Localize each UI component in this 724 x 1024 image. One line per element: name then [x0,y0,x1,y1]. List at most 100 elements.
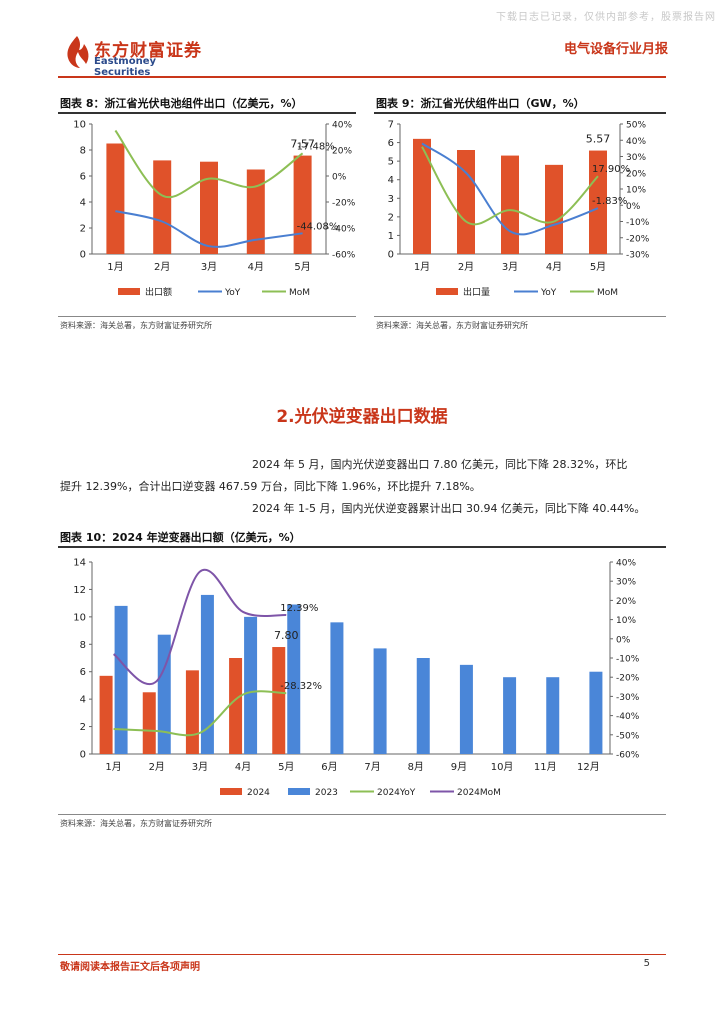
section-paragraph-2: 提升 12.39%，合计出口逆变器 467.59 万台，同比下降 1.96%，环… [60,480,481,493]
y-tick-label-right: -20% [616,674,640,684]
y-tick-label-left: 6 [80,667,86,678]
figure-8-chart: 0 2 4 6 8 10 -60% -40% -20% 0% 20% 40% 1月 2月 3月 4月 5月 7.5… [73,120,356,299]
y-tick-label-left: 3 [388,194,394,205]
bar-2023 [200,594,214,754]
watermark-text: 下载日志已记录，仅供内部参考，股票报告网 [496,12,716,23]
x-tick-label: 9月 [451,761,467,773]
data-label: 12.39% [280,603,318,614]
y-tick-label-left: 0 [388,250,394,261]
x-tick-label: 4月 [235,761,251,773]
y-tick-label-left: 2 [388,212,394,223]
footer-disclaimer: 敬请阅读本报告正文后各项声明 [60,962,200,973]
x-tick-label: 5月 [590,261,606,273]
data-label: 7.57 [290,138,315,151]
figure-10-title: 图表 10：2024 年逆变器出口额（亿美元，%） [60,531,301,544]
y-tick-label-right: 50% [626,121,646,131]
legend-label: 2023 [315,788,338,798]
y-tick-label-left: 2 [80,224,86,235]
data-label: -44.08% [297,221,339,232]
figure-9-title: 图表 9：浙江省光伏组件出口（GW，%） [376,97,585,110]
figure-8-source: 资料来源：海关总署，东方财富证券研究所 [60,321,212,330]
brand-logo: 东方财富证券 Eastmoney Securities [62,34,212,78]
bar-出口量 [545,164,563,254]
bar-出口量 [457,150,475,254]
x-tick-label: 11月 [534,761,557,773]
x-tick-label: 8月 [408,761,424,773]
page-number: 5 [643,958,650,969]
legend-label: MoM [597,288,618,298]
y-tick-label-right: 20% [332,147,352,157]
y-tick-label-right: -40% [332,225,356,235]
bar-出口额 [153,160,172,254]
logo-flame-icon [67,36,89,68]
bar-2024 [272,647,286,754]
line-2024MoM [112,568,287,685]
y-tick-label-right: -60% [332,251,356,261]
y-tick-label-left: 0 [80,250,86,261]
figure-8-source-rule [58,316,356,317]
bar-2023 [114,605,128,754]
figure-8-title-rule [58,112,356,114]
legend-label: 2024 [247,788,270,798]
bar-2023 [459,664,473,754]
brand-name-en: Eastmoney Securities [94,56,157,78]
y-tick-label-left: 4 [80,695,86,706]
figure-9-source: 资料来源：海关总署，东方财富证券研究所 [376,321,528,330]
figure-10-title-rule [58,546,666,548]
x-tick-label: 1月 [107,261,123,273]
y-tick-label-right: 40% [626,137,646,147]
x-tick-label: 6月 [321,761,337,773]
x-tick-label: 3月 [502,261,518,273]
bar-出口量 [413,138,431,254]
y-tick-label-right: -60% [616,751,640,761]
x-tick-label: 3月 [192,761,208,773]
section-paragraph-1: 2024 年 5 月，国内光伏逆变器出口 7.80 亿美元，同比下降 28.32… [252,458,628,471]
y-tick-label-right: 20% [626,169,646,179]
x-tick-label: 2月 [149,761,165,773]
legend-swatch [436,288,458,295]
legend-label: YoY [224,288,241,298]
figure-8-title: 图表 8：浙江省光伏电池组件出口（亿美元，%） [60,97,303,110]
bar-2023 [416,658,430,754]
y-tick-label-right: -20% [332,199,356,209]
y-tick-label-left: 10 [73,612,86,623]
line-YoY [115,210,303,248]
bar-2023 [244,616,258,754]
line-MoM [421,146,599,226]
y-tick-label-left: 6 [80,172,86,183]
data-label: -28.32% [280,681,322,692]
y-tick-label-right: -30% [616,693,640,703]
legend-label: 出口额 [145,286,172,298]
y-tick-label-left: 10 [73,120,86,131]
bar-2023 [503,677,517,754]
y-tick-label-right: 10% [616,616,636,626]
x-tick-label: 3月 [201,261,217,273]
y-tick-label-right: 30% [616,578,636,588]
section-paragraph-3: 2024 年 1-5 月，国内光伏逆变器累计出口 30.94 亿美元，同比下降 … [252,502,646,515]
y-tick-label-right: 20% [616,597,636,607]
brand-name-cn: 东方财富证券 [94,41,202,61]
bar-2023 [546,677,560,754]
y-tick-label-left: 2 [80,722,86,733]
line-MoM [114,129,304,199]
legend-swatch [288,788,310,795]
legend-label: 2024YoY [377,788,416,798]
x-tick-label: 4月 [546,261,562,273]
y-tick-label-right: -30% [626,251,650,261]
y-tick-label-left: 0 [80,750,86,761]
y-tick-label-left: 7 [388,120,394,131]
y-tick-label-right: -10% [626,218,650,228]
figure-9-chart: 0 1 2 3 4 5 6 7 -30% -20% -10% 0% 10% 20% 30% 40% 50% 1月 2… [388,120,650,299]
figure-9-title-rule [374,112,666,114]
y-tick-label-right: -50% [616,731,640,741]
y-tick-label-left: 5 [388,157,394,168]
legend-swatch [220,788,242,795]
figure-10-source: 资料来源：海关总署，东方财富证券研究所 [60,819,212,828]
section-title: 2.光伏逆变器出口数据 [276,407,448,427]
figure-10-chart: 0 2 4 6 8 10 12 14 -60% -50% -40% -30% -20% -10% 0% 10%… [73,558,640,799]
y-tick-label-left: 8 [80,146,86,157]
x-tick-label: 12月 [577,761,600,773]
y-tick-label-right: 0% [616,635,631,645]
x-tick-label: 1月 [414,261,430,273]
data-label: 5.57 [586,133,611,146]
